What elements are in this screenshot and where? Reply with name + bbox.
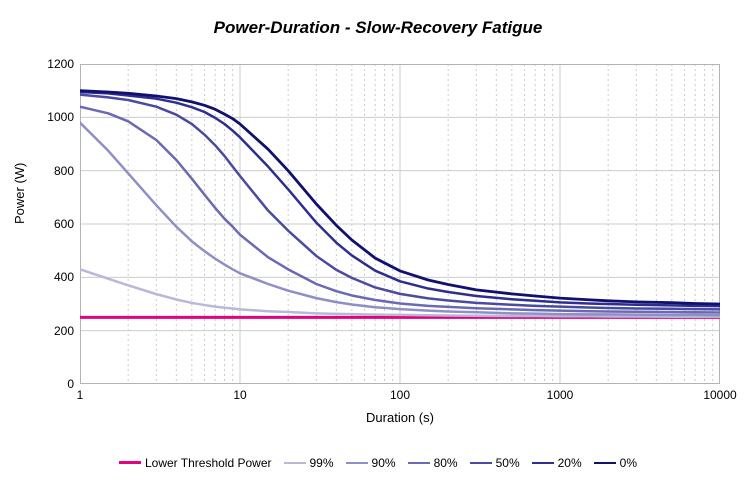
legend-label: 0% [620,456,637,470]
y-tick-label: 1200 [47,57,74,71]
legend-swatch [284,462,306,464]
legend-swatch [408,462,430,464]
x-tick-label: 100 [390,388,410,402]
legend-label: 50% [496,456,520,470]
x-tick-label: 10 [233,388,246,402]
legend-label: 99% [310,456,334,470]
legend-item: 90% [346,455,396,470]
x-tick-label: 10000 [703,388,736,402]
legend-item: 99% [284,455,334,470]
legend-item: 50% [470,455,520,470]
legend-item: Lower Threshold Power [119,455,272,470]
y-tick-label: 1000 [47,110,74,124]
x-tick-label: 1000 [547,388,574,402]
y-tick-label: 800 [54,164,74,178]
y-tick-label: 600 [54,217,74,231]
legend-item: 0% [594,455,637,470]
legend-swatch [119,461,141,464]
legend-label: Lower Threshold Power [145,456,272,470]
legend-swatch [594,462,616,464]
legend-swatch [532,462,554,464]
legend-label: 80% [434,456,458,470]
legend-item: 20% [532,455,582,470]
y-tick-label: 400 [54,270,74,284]
plot-area [80,64,720,384]
legend-swatch [346,462,368,464]
legend-swatch [470,462,492,464]
chart-title: Power-Duration - Slow-Recovery Fatigue [0,18,756,38]
legend: Lower Threshold Power 99% 90% 80% 50% 20% 0% [0,455,756,470]
y-axis-label: Power (W) [12,163,27,224]
x-tick-label: 1 [77,388,84,402]
power-duration-chart: Power-Duration - Slow-Recovery Fatigue P… [0,0,756,504]
y-tick-label: 200 [54,324,74,338]
legend-label: 20% [558,456,582,470]
legend-item: 80% [408,455,458,470]
y-tick-label: 0 [67,377,74,391]
x-axis-label: Duration (s) [80,410,720,425]
legend-label: 90% [372,456,396,470]
